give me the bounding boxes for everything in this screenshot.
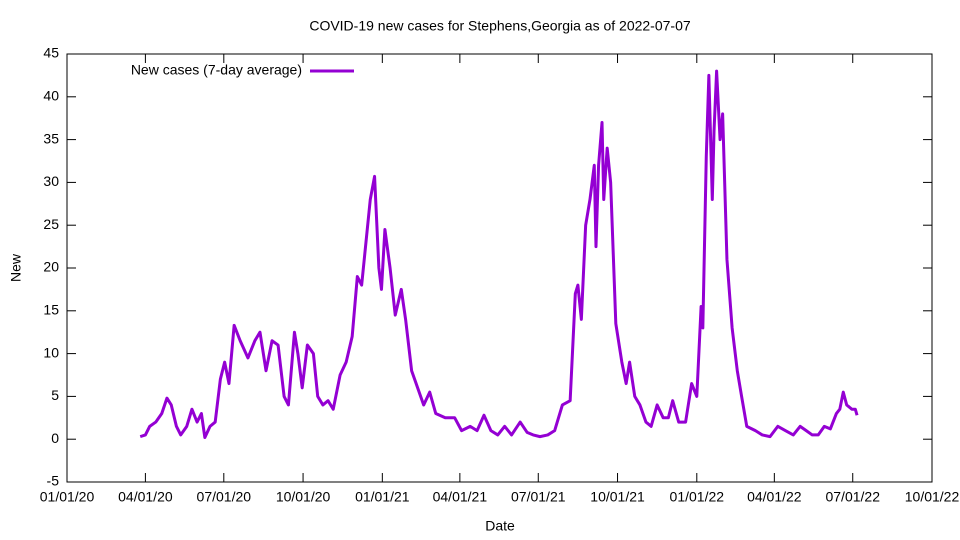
y-tick-label: -5: [47, 473, 60, 489]
legend-label: New cases (7-day average): [131, 62, 302, 78]
y-tick-label: 40: [43, 88, 59, 104]
x-axis-label: Date: [485, 518, 515, 534]
y-tick-label: 45: [43, 45, 59, 61]
y-tick-label: 35: [43, 130, 59, 146]
y-tick-label: 5: [51, 387, 59, 403]
y-tick-label: 10: [43, 344, 59, 360]
x-tick-label: 10/01/22: [905, 489, 960, 505]
data-line: [139, 69, 859, 439]
x-tick-label: 01/01/20: [40, 489, 95, 505]
y-axis-label: New: [8, 253, 24, 282]
chart-title: COVID-19 new cases for Stephens,Georgia …: [309, 18, 691, 34]
x-tick-label: 04/01/21: [433, 489, 488, 505]
x-tick-label: 10/01/21: [590, 489, 645, 505]
x-tick-label: 01/01/22: [670, 489, 725, 505]
x-tick-label: 04/01/22: [747, 489, 802, 505]
x-tick-label: 04/01/20: [118, 489, 173, 505]
y-tick-label: 30: [43, 173, 59, 189]
y-tick-label: 0: [51, 430, 59, 446]
x-tick-label: 10/01/20: [276, 489, 331, 505]
x-tick-label: 07/01/22: [825, 489, 880, 505]
y-tick-label: 25: [43, 216, 59, 232]
y-tick-label: 15: [43, 302, 59, 318]
y-tick-label: 20: [43, 259, 59, 275]
x-tick-label: 07/01/21: [511, 489, 566, 505]
x-tick-label: 07/01/20: [197, 489, 252, 505]
x-tick-label: 01/01/21: [355, 489, 410, 505]
